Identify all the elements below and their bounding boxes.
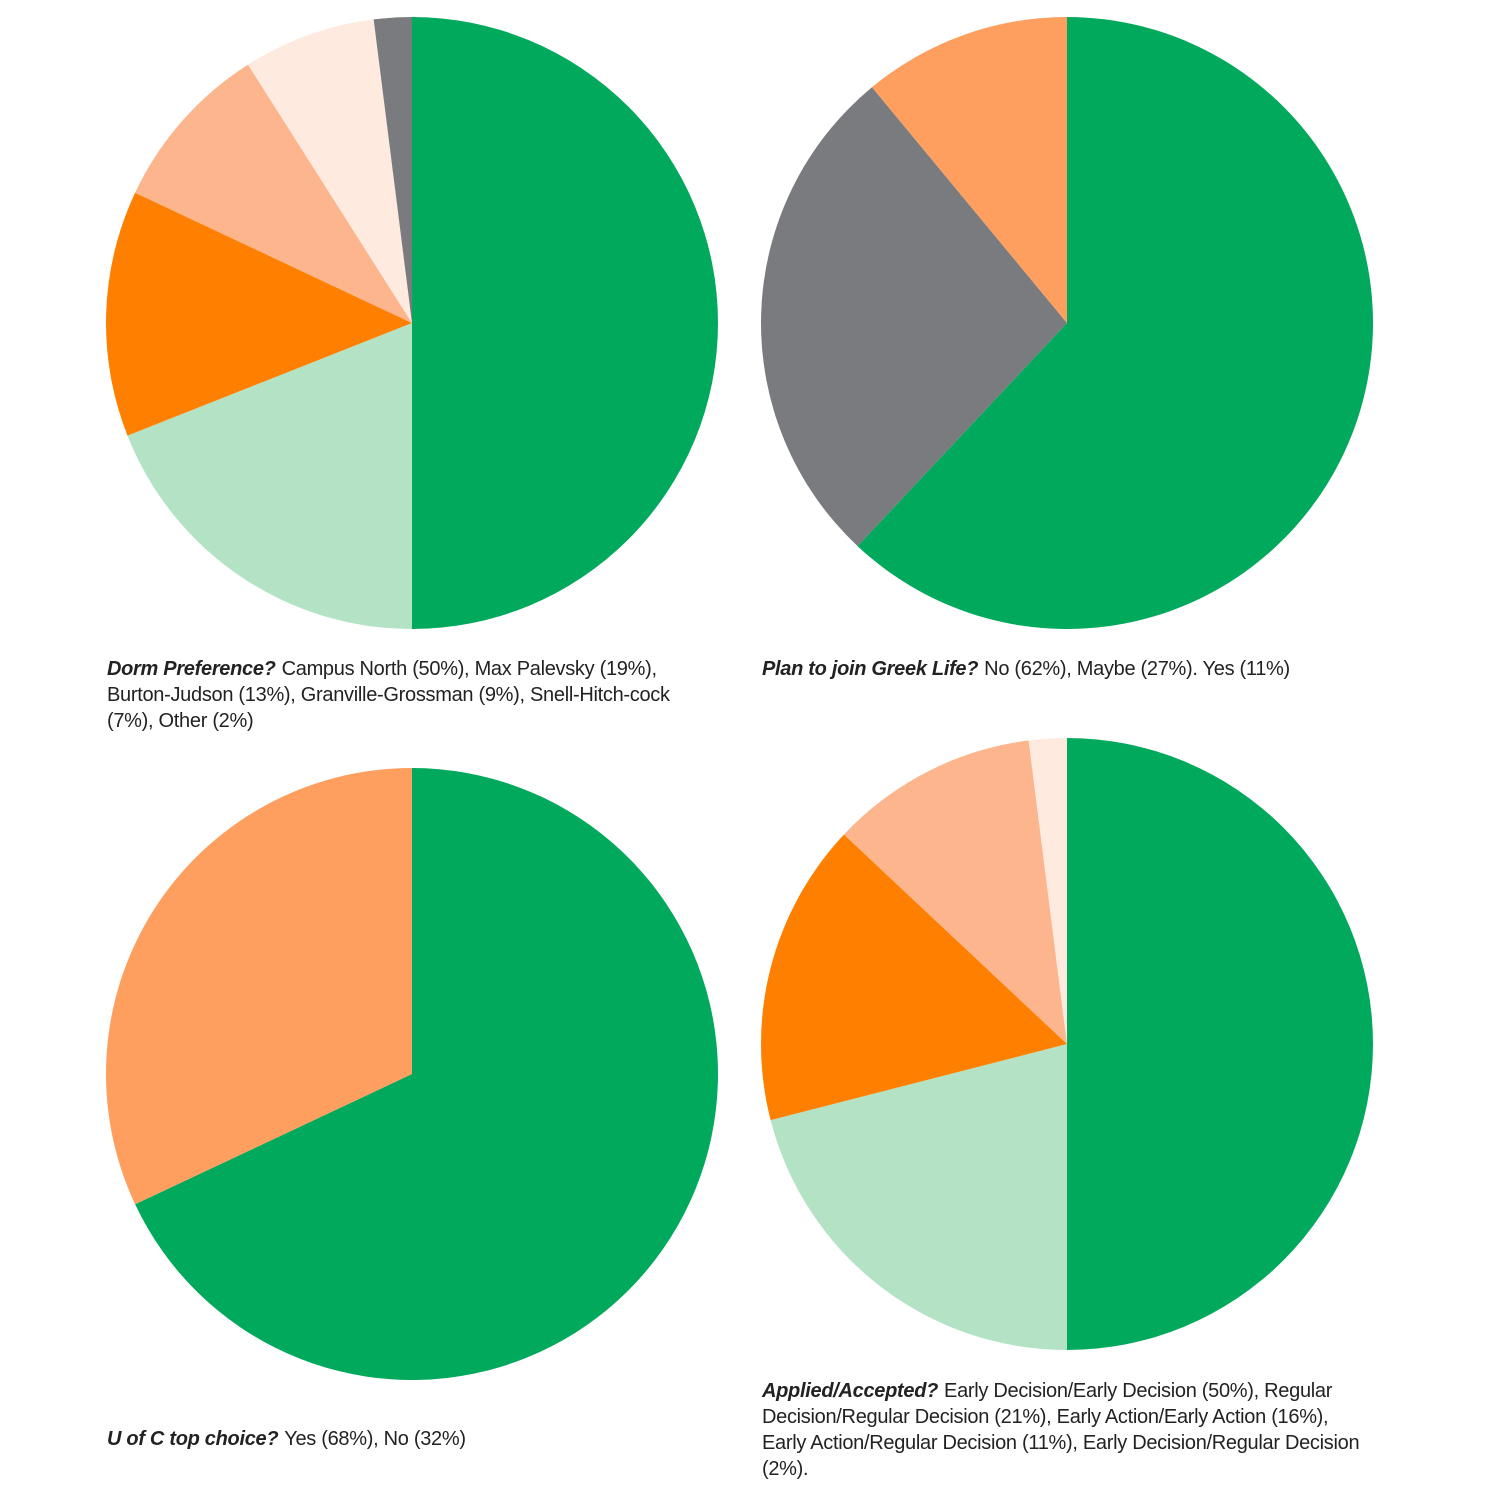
pie-chart-top-choice — [105, 768, 718, 1380]
answer-text: No (62%), Maybe (27%). Yes (11%) — [984, 658, 1290, 680]
question-label: U of C top choice? — [107, 1428, 279, 1450]
caption-top-choice: U of C top choice? Yes (68%), No (32%) — [107, 1426, 717, 1452]
pie-slice-snell-hitchcock — [248, 19, 412, 323]
pie-slice-early-decision-early-decision — [1067, 738, 1373, 1350]
pie-slice-yes — [135, 768, 718, 1380]
pie-slice-granville-grossman — [135, 64, 412, 323]
pie-slice-no — [857, 17, 1373, 629]
answer-text: Yes (68%), No (32%) — [284, 1428, 466, 1450]
caption-dorm-preference: Dorm Preference? Campus North (50%), Max … — [107, 656, 717, 734]
answer-text: Campus North (50%), Max Palevsky (19%), … — [107, 658, 670, 732]
pie-slice-maybe — [761, 87, 1067, 547]
question-label: Plan to join Greek Life? — [762, 658, 979, 680]
pie-slice-regular-decision-regular-decision — [770, 1044, 1067, 1350]
answer-text: Early Decision/Early Decision (50%), Reg… — [762, 1380, 1360, 1480]
pie-slice-early-action-regular-decision — [843, 740, 1067, 1044]
pie-chart-dorm-preference — [106, 17, 718, 629]
pie-slice-yes — [871, 17, 1067, 323]
pie-slice-early-decision-regular-decision — [1028, 738, 1067, 1044]
pie-slice-early-action-early-action — [761, 834, 1067, 1121]
pie-chart-applied-accepted — [761, 738, 1373, 1350]
pie-chart-greek-life — [761, 17, 1373, 629]
question-label: Applied/Accepted? — [762, 1380, 939, 1402]
question-label: Dorm Preference? — [107, 658, 276, 680]
caption-applied-accepted: Applied/Accepted? Early Decision/Early De… — [762, 1378, 1372, 1482]
pie-slice-max-palevsky — [127, 323, 412, 629]
pie-slice-other — [373, 17, 412, 323]
pie-slice-no — [105, 768, 412, 1205]
pie-slice-campus-north — [412, 17, 718, 629]
pie-slice-burton-judson — [106, 192, 413, 436]
caption-greek-life: Plan to join Greek Life? No (62%), Maybe … — [762, 656, 1402, 682]
